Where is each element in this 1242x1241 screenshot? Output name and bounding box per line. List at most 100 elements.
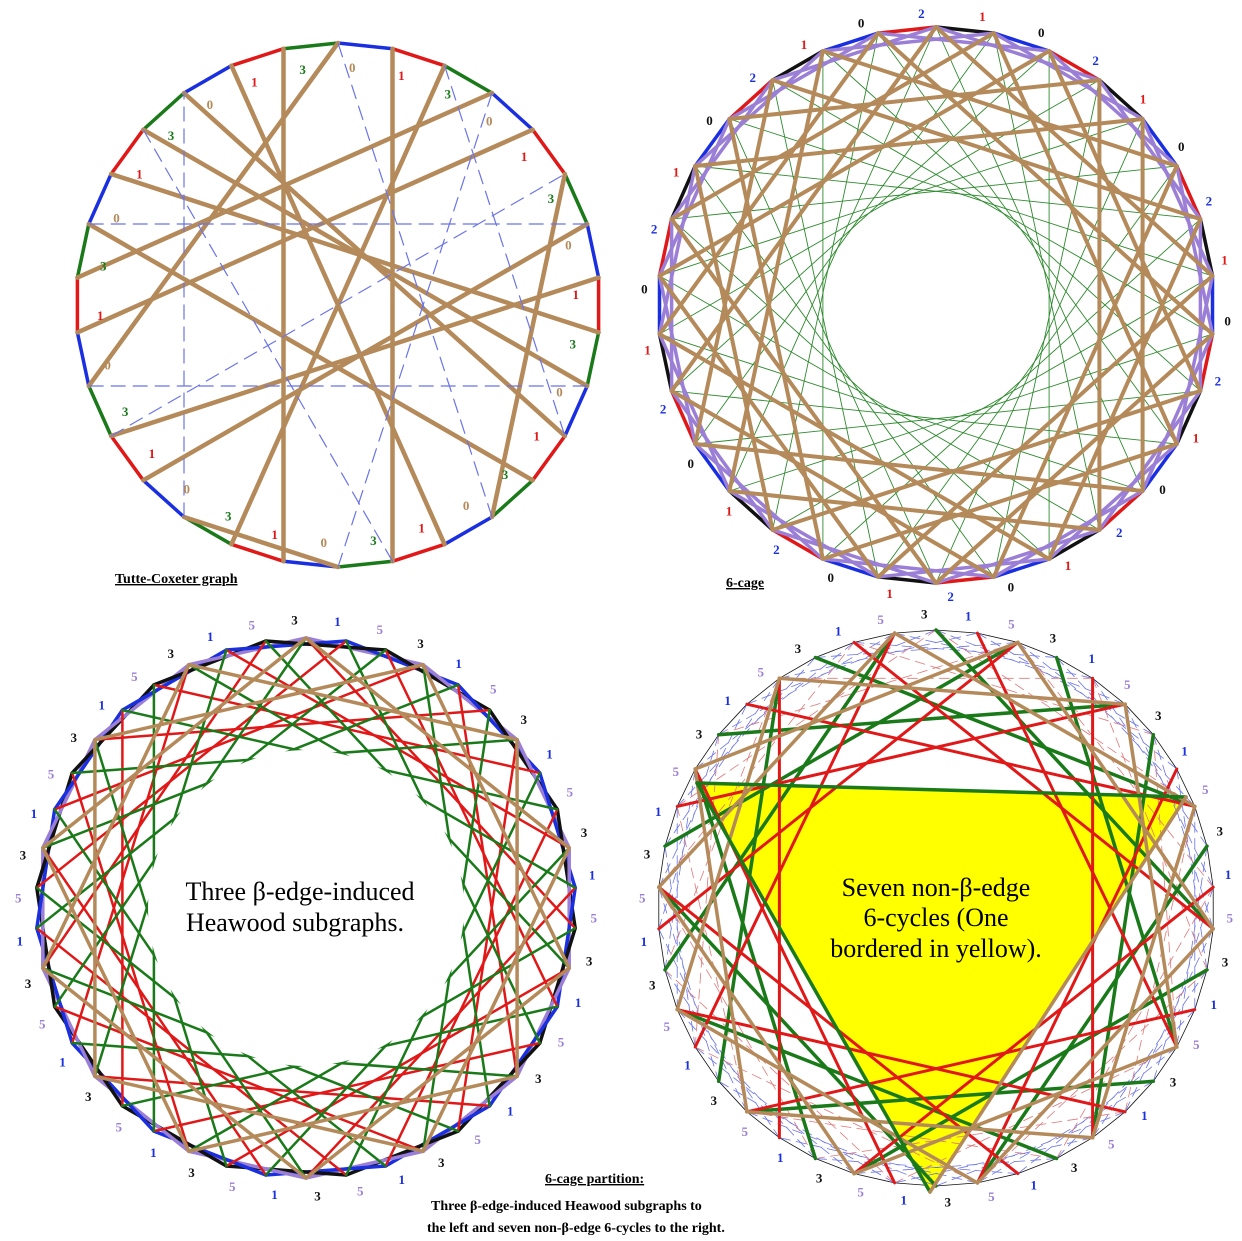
- brown-chord: [93, 662, 425, 742]
- tutte-vertex-label: 1: [573, 287, 580, 302]
- heawood-vertex-label: 1: [589, 868, 596, 883]
- cycles-vertex-label: 1: [901, 1193, 908, 1208]
- tutte-vertex-label: 1: [533, 429, 540, 444]
- tutte-vertex-label: 3: [168, 128, 175, 143]
- rim-edge: [141, 91, 186, 132]
- brown-chord: [770, 78, 1203, 222]
- rim-edge: [727, 489, 775, 532]
- rim-edge: [992, 557, 1051, 579]
- rim-edge: [815, 642, 855, 658]
- purple-chord: [876, 31, 1051, 53]
- heawood-vertex-label: 5: [566, 785, 573, 800]
- rim-edge: [1206, 845, 1214, 888]
- rim-edge: [1176, 768, 1196, 807]
- cage6-vertex-label: 0: [827, 570, 834, 585]
- rim-edge: [109, 434, 146, 483]
- brown-chord: [304, 636, 571, 850]
- tutte-vertex-label: 0: [320, 535, 327, 550]
- rim-edge: [1152, 1046, 1178, 1082]
- rim-edge: [718, 703, 748, 736]
- rim-edge: [815, 1158, 855, 1174]
- heawood-vertex-label: 1: [271, 1187, 278, 1202]
- tutte-vertex-label: 3: [444, 86, 451, 101]
- tutte-vertex-label: 1: [136, 166, 143, 181]
- brown-chord: [187, 662, 519, 742]
- heawood-vertex-label: 5: [357, 1183, 364, 1198]
- green-chord: [993, 79, 1100, 578]
- heawood-vertex-label: 5: [39, 1016, 46, 1031]
- brown-chord: [141, 127, 590, 389]
- rim-edge: [1056, 657, 1093, 679]
- yellow-cycle-edge: [928, 795, 1188, 1194]
- rim-edge: [390, 542, 447, 564]
- rim-edge: [853, 1173, 895, 1184]
- rim-edge: [1140, 442, 1179, 493]
- cycles-vertex-label: 3: [710, 1093, 717, 1108]
- rim-edge: [770, 528, 825, 561]
- rim-edge: [1097, 78, 1145, 121]
- brown-chord: [669, 31, 996, 222]
- rim-edge: [1092, 1111, 1126, 1139]
- heawood-vertex-label: 1: [17, 934, 24, 949]
- heawood-vertex-label: 5: [490, 682, 497, 697]
- rim-edge: [669, 164, 697, 221]
- cage6-vertex-label: 1: [1065, 558, 1072, 573]
- rim-edge: [664, 969, 678, 1010]
- tutte-vertex-label: 0: [207, 97, 214, 112]
- cycles-vertex-label: 3: [649, 977, 656, 992]
- green-chord: [877, 165, 1178, 578]
- brown-chord: [727, 117, 825, 561]
- heawood-vertex-label: 3: [71, 730, 78, 745]
- cycles-note-line1: Seven non-β-edge: [842, 873, 1031, 902]
- rim-edge: [1194, 806, 1208, 847]
- green-chord: [671, 218, 1050, 560]
- cage6-vertex-label: 0: [641, 282, 648, 297]
- rim-edge: [821, 31, 880, 53]
- rim-edge: [676, 1009, 696, 1048]
- tutte-vertex-label: 3: [100, 259, 107, 274]
- green-chord: [694, 390, 1201, 445]
- green-chord: [728, 118, 937, 584]
- heawood-vertex-label: 5: [248, 618, 255, 633]
- cage6-vertex-label: 2: [918, 6, 925, 21]
- rim-edge: [1047, 49, 1102, 82]
- brown-chord: [693, 442, 1145, 493]
- tutte-caption: Tutte-Coxeter graph: [115, 572, 238, 587]
- cage6-vertex-label: 0: [858, 15, 865, 30]
- rim-edge: [87, 384, 113, 438]
- brown-chord: [75, 90, 495, 280]
- heawood-vertex-label: 5: [15, 891, 22, 906]
- cycles-vertex-label: 5: [1124, 677, 1131, 692]
- tutte-vertex-label: 0: [349, 60, 356, 75]
- green-chord: [822, 50, 1201, 392]
- green-chord: [728, 118, 1213, 277]
- rim-edge: [1056, 1137, 1093, 1159]
- cycles-vertex-label: 1: [724, 693, 731, 708]
- heawood-vertex-label: 5: [131, 669, 138, 684]
- tutte-vertex-label: 3: [299, 62, 306, 77]
- rim-edge: [657, 217, 674, 278]
- rim-edge: [75, 330, 91, 388]
- cage6-vertex-label: 0: [1178, 139, 1185, 154]
- heawood-vertex-label: 1: [575, 995, 582, 1010]
- brown-chord: [727, 78, 1102, 121]
- tutte-vertex-label: 1: [251, 75, 258, 90]
- brown-chord: [93, 1074, 425, 1154]
- rim-edge: [894, 629, 937, 634]
- brown-chord: [1047, 49, 1203, 393]
- rim-edge: [1124, 1080, 1154, 1113]
- rim-edge: [141, 478, 186, 519]
- brown-chord: [1047, 217, 1203, 561]
- rim-edge: [693, 442, 732, 493]
- green-chord: [659, 118, 1144, 277]
- heawood-vertex-label: 3: [521, 712, 528, 727]
- footer-line2: the left and seven non-β-edge 6-cycles t…: [427, 1221, 725, 1236]
- tutte-vertex-label: 0: [113, 211, 120, 226]
- rim-edge: [1198, 332, 1215, 393]
- inner-blank-disk: [148, 750, 464, 1066]
- brown-chord: [693, 117, 1145, 168]
- heawood-vertex-label: 1: [207, 629, 214, 644]
- brown-chord: [187, 1074, 519, 1154]
- heawood-vertex-label: 3: [581, 825, 588, 840]
- brown-chord: [693, 767, 749, 1114]
